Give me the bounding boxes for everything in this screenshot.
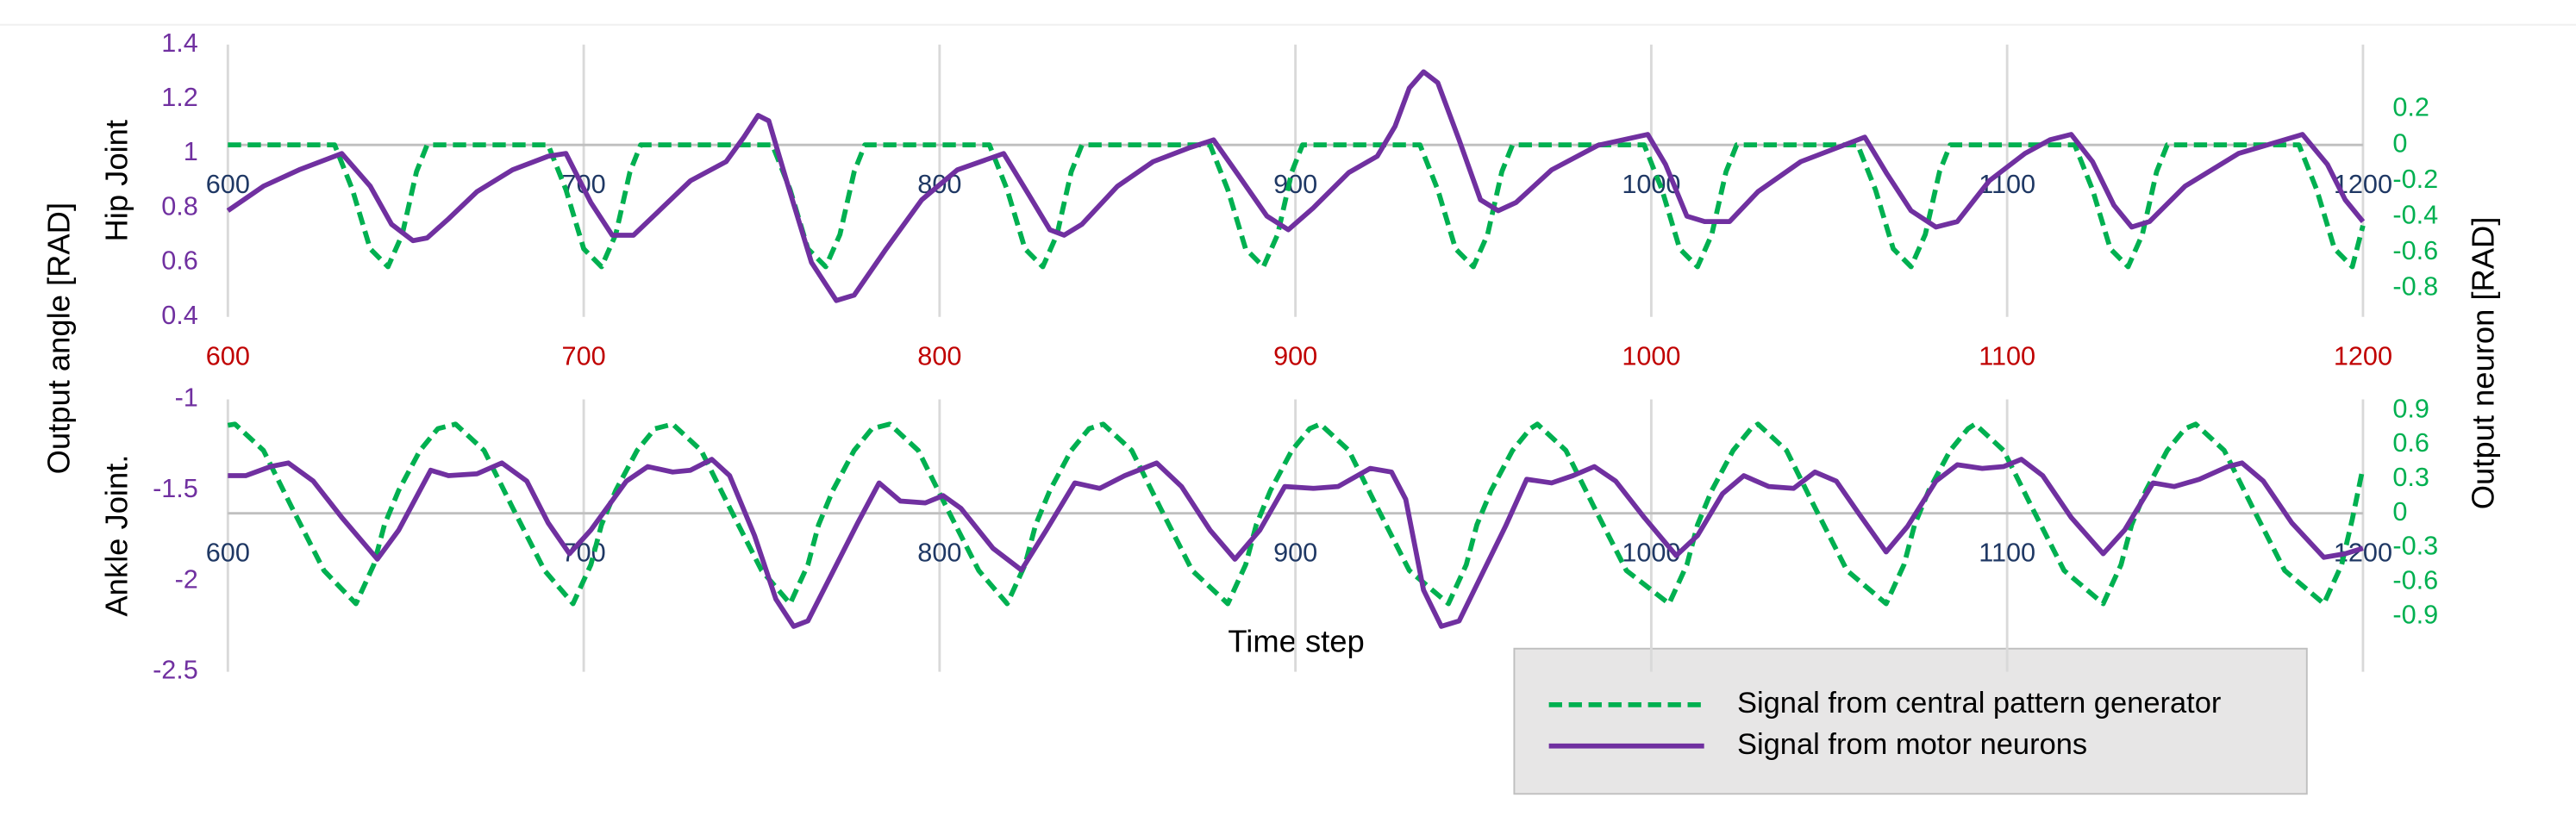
legend-box [1513, 647, 2308, 795]
y-tick-label: 0.8 [161, 191, 198, 221]
x2-tick-label: 900 [1273, 342, 1317, 371]
y2-tick-label: -0.6 [2392, 565, 2438, 595]
y-tick-label: 1.4 [161, 28, 198, 58]
y-tick-label: -2 [175, 564, 198, 594]
y-axis-title: Output angle [RAD] [41, 202, 76, 474]
y2-tick-label: -0.4 [2392, 200, 2438, 229]
x-tick-label: 1100 [1979, 539, 2035, 568]
y2-tick-label: 0.2 [2392, 93, 2429, 122]
y2-tick-label: 0 [2392, 497, 2407, 526]
y-tick-label: 1.2 [161, 83, 198, 112]
x2-tick-label: 1000 [1622, 342, 1680, 371]
legend: Signal from central pattern generator Si… [1513, 647, 2308, 795]
x2-tick-label: 1100 [1979, 342, 2035, 371]
x-tick-label: 600 [206, 539, 250, 568]
y-tick-label: -1.5 [153, 474, 198, 503]
y2-tick-label: -0.8 [2392, 272, 2438, 302]
x2-tick-label: 600 [206, 342, 250, 371]
y-tick-label: -1 [175, 383, 198, 413]
series-line [226, 69, 2366, 303]
x2-tick-label: 700 [562, 342, 606, 371]
x-tick-label: 600 [206, 170, 250, 199]
series-line [228, 142, 2366, 270]
subplot: 600 700 800 900 1000 1100 1200-2.5-2-1.5-1-0.9… [99, 383, 2439, 685]
y2-tick-label: 0.9 [2392, 394, 2429, 423]
x2-tick-label: 800 [917, 342, 961, 371]
y2-tick-label: -0.3 [2392, 532, 2438, 561]
legend-label: Signal from central pattern generator [1737, 687, 2221, 719]
x-tick-label: 900 [1273, 170, 1317, 199]
y2-tick-label: 0.6 [2392, 428, 2429, 458]
x-tick-label: 900 [1273, 539, 1317, 568]
y-tick-label: 0.6 [161, 246, 198, 276]
y2-tick-label: -0.6 [2392, 236, 2438, 265]
x2-tick-label: 1200 [2334, 342, 2392, 371]
y2-tick-label: 0.3 [2392, 463, 2429, 492]
y2-tick-label: -0.2 [2392, 165, 2438, 194]
y2-tick-label: -0.9 [2392, 600, 2438, 629]
series-line [227, 421, 2366, 607]
subplot-y-label: Hip Joint [99, 120, 134, 242]
legend-label: Signal from motor neurons [1737, 728, 2087, 761]
subplot-y-label: Ankle Joint. [99, 455, 134, 617]
series-line [228, 457, 2364, 629]
y-tick-label: 1 [184, 137, 198, 166]
x-tick-label: 800 [917, 539, 961, 568]
y2-axis-title: Output neuron [RAD] [2465, 217, 2500, 510]
y2-tick-label: 0 [2392, 128, 2407, 158]
y-tick-label: -2.5 [153, 656, 198, 685]
y-tick-label: 0.4 [161, 301, 198, 330]
